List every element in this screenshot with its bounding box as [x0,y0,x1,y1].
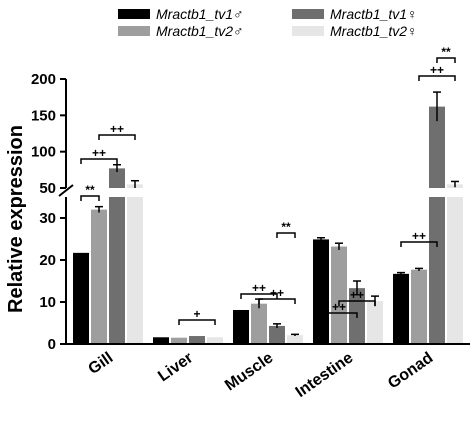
significance-bracket [178,319,216,325]
category-label: Gill [85,349,116,378]
significance-bracket [80,158,118,164]
significance-bracket [98,134,136,140]
significance-label: + [193,307,200,321]
significance-bracket [80,195,100,201]
bar [109,168,125,188]
category-label: Muscle [222,349,276,394]
bar [313,239,329,344]
y-tick-label: 0 [48,336,56,353]
category-label: Intestine [293,349,357,401]
bar [429,106,445,188]
significance-bracket [418,75,456,81]
significance-bracket [320,312,358,318]
y-axis-label: Relative expression [5,125,27,313]
y-axis-lower-ticks: 0 10 20 30 [39,210,66,353]
y-tick-label: 150 [31,107,56,124]
legend-swatch [292,26,324,36]
significance-bracket [240,293,278,299]
significance-label: ++ [110,122,124,136]
significance-bracket [258,298,296,304]
significance-label: ++ [412,229,426,243]
legend: Mractb1_tv1♂Mractb1_tv2♂ Mractb1_tv1♀Mrac… [118,6,418,39]
category-label: Gonad [385,349,436,392]
legend-label: Mractb1_tv2♂ [156,23,244,39]
significance-bracket [436,57,456,63]
significance-annotations: **+++++++ ++**++++++++** [80,45,456,325]
bar [233,309,249,344]
y-axis-upper-ticks: 50 100 150 200 [31,71,66,197]
y-tick-label: 20 [39,252,56,269]
legend-label: Mractb1_tv2♀ [330,23,418,39]
bar [429,197,445,344]
significance-label: ** [281,220,291,234]
y-tick-label: 100 [31,144,56,161]
significance-label: ** [85,183,95,197]
category-label: Liver [155,349,196,385]
y-tick-label: 50 [39,180,56,197]
bar [207,337,223,344]
y-tick-label: 30 [39,210,56,227]
bar [171,337,187,344]
significance-bracket [338,300,376,306]
bar [367,301,383,344]
significance-label: ++ [332,300,346,314]
axis-break-mark [58,184,74,197]
legend-label: Mractb1_tv1♂ [156,6,244,22]
bar [127,197,143,344]
bar [269,325,285,344]
bar [153,337,169,344]
bars [73,106,463,344]
bar [109,197,125,344]
significance-label: ++ [270,286,284,300]
y-tick-label: 200 [31,71,56,88]
legend-label: Mractb1_tv1♀ [330,6,418,22]
significance-label: ++ [252,281,266,295]
significance-label: ++ [92,146,106,160]
bar [287,335,303,344]
legend-swatch [292,9,324,19]
bar [447,197,463,344]
bar [331,246,347,344]
significance-bracket [400,241,438,247]
bar [189,336,205,344]
legend-swatch [118,26,150,36]
axes [58,79,470,345]
y-tick-label: 10 [39,294,56,311]
significance-label: ** [441,45,451,59]
bar [91,209,107,344]
bar [251,303,267,344]
x-axis-tick-labels: Gill Liver Muscle Intestine Gonad [85,349,436,401]
bar [73,252,89,344]
significance-label: ++ [350,288,364,302]
bar [411,269,427,344]
bar [393,273,409,344]
legend-swatch [118,9,150,19]
significance-bracket [276,232,296,238]
significance-label: ++ [430,63,444,77]
